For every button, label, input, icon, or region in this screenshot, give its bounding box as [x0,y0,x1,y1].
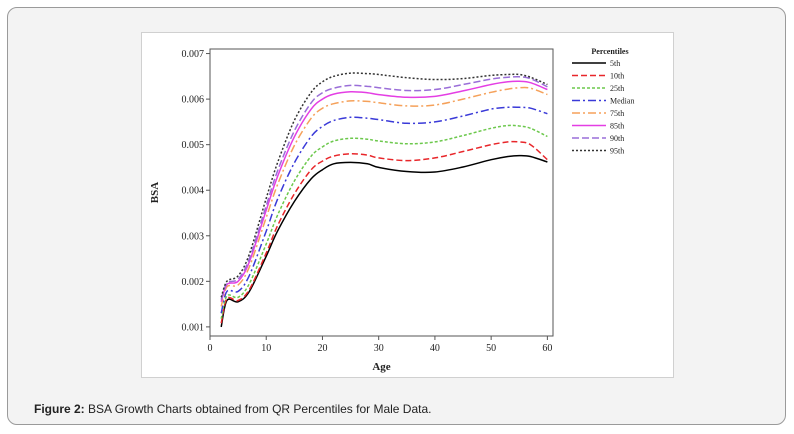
legend-label-85th: 85th [610,122,624,131]
legend-label-10th: 10th [610,72,624,81]
x-tick-label: 0 [208,343,213,354]
legend-label-90th: 90th [610,134,624,143]
y-tick-label: 0.003 [182,231,205,242]
figure-caption: Figure 2: BSA Growth Charts obtained fro… [34,402,431,416]
y-tick-label: 0.007 [182,49,205,60]
series-line-10th [220,140,548,324]
y-tick-label: 0.005 [182,140,205,151]
x-tick-label: 40 [430,343,440,354]
bsa-growth-chart: 0.001 0.002 0.003 0.004 0.005 0.006 0.007 0 10 20… [149,47,634,373]
y-tick-label: 0.001 [182,322,205,333]
y-tick-label: 0.002 [182,277,205,288]
y-tick-label: 0.004 [182,186,205,197]
series-line-75th [220,86,548,307]
legend-title: Percentiles [591,47,628,56]
legend-label-75th: 75th [610,109,624,118]
legend-label-median: Median [610,97,634,106]
x-axis-label: Age [372,361,390,373]
x-tick-label: 30 [374,343,384,354]
legend-label-5th: 5th [610,59,620,68]
legend-label-25th: 25th [610,84,624,93]
x-tick-label: 10 [261,343,271,354]
figure-card: 0.001 0.002 0.003 0.004 0.005 0.006 0.007 0 10 20… [7,7,786,425]
figure-label: Figure 2: [34,402,85,416]
x-tick-label: 60 [542,343,552,354]
series-line-median [220,106,548,314]
y-tick-label: 0.006 [182,95,205,106]
figure-caption-text: BSA Growth Charts obtained from QR Perce… [84,402,432,416]
series-line-85th [220,80,548,303]
x-tick-label: 50 [486,343,496,354]
series-line-5th [220,154,548,328]
y-axis-label: BSA [149,182,161,203]
series-line-95th [220,72,548,298]
x-tick-label: 20 [317,343,327,354]
legend-label-95th: 95th [610,147,624,156]
series-line-90th [220,75,548,300]
chart-panel: 0.001 0.002 0.003 0.004 0.005 0.006 0.007 0 10 20… [141,32,674,378]
plot-frame [209,48,554,337]
series-line-25th [220,124,548,319]
